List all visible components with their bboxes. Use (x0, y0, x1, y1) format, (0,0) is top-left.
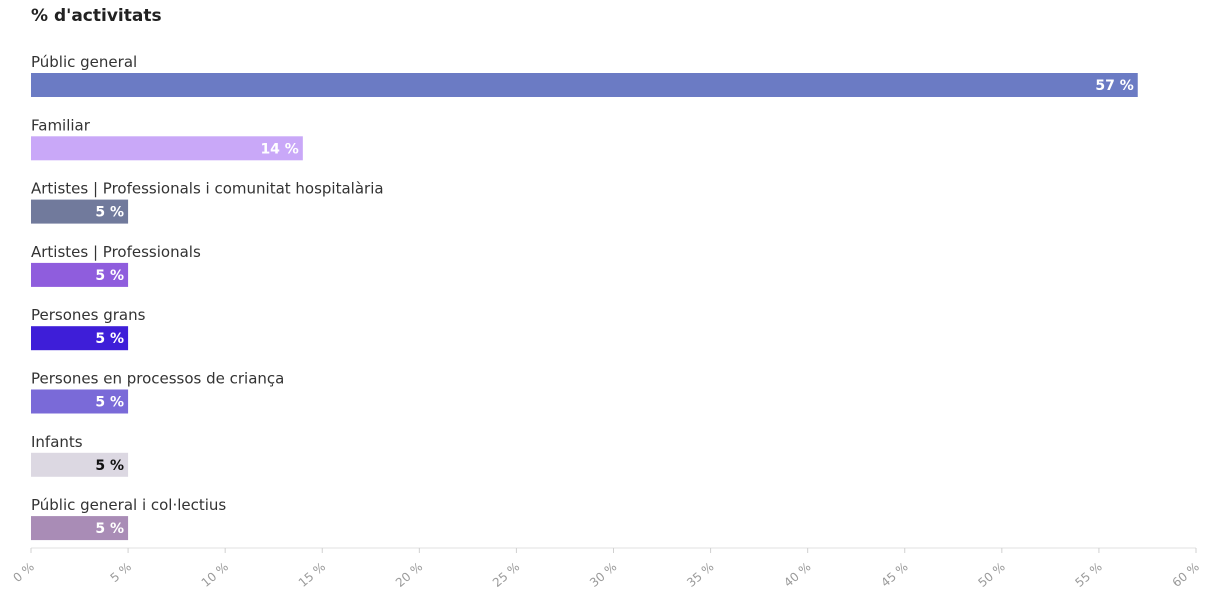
x-tick-label: 10 % (199, 560, 231, 590)
category-label: Persones en processos de criança (31, 370, 284, 388)
value-label: 57 % (1095, 78, 1133, 94)
x-tick-label: 45 % (878, 560, 910, 590)
category-label: Infants (31, 433, 83, 451)
value-label: 5 % (95, 205, 124, 221)
bar (31, 516, 129, 541)
value-label: 14 % (260, 141, 298, 157)
category-label: Artistes | Professionals i comunitat hos… (31, 180, 384, 198)
bar (31, 262, 129, 287)
x-tick-label: 25 % (490, 560, 522, 590)
x-tick-label: 20 % (393, 560, 425, 590)
bar (31, 73, 1138, 97)
chart-title: % d'activitats (31, 6, 162, 26)
x-tick-label: 40 % (781, 560, 813, 590)
x-tick-label: 0 % (10, 560, 37, 585)
category-label: Persones grans (31, 306, 146, 324)
category-label: Públic general i col·lectius (31, 496, 226, 514)
category-label: Familiar (31, 116, 91, 134)
x-tick-label: 60 % (1170, 560, 1202, 590)
x-tick-label: 35 % (684, 560, 716, 590)
x-tick-label: 5 % (108, 560, 135, 585)
x-tick-label: 30 % (587, 560, 619, 590)
x-tick-label: 15 % (296, 560, 328, 590)
bar (31, 199, 129, 224)
bar (31, 326, 129, 351)
x-tick-label: 50 % (975, 560, 1007, 590)
value-label: 5 % (95, 268, 124, 284)
bar (31, 136, 303, 161)
value-label: 5 % (95, 521, 124, 537)
bar (31, 389, 129, 414)
value-label: 5 % (95, 331, 124, 347)
category-label: Públic general (31, 53, 137, 71)
category-label: Artistes | Professionals (31, 243, 201, 261)
value-label: 5 % (95, 395, 124, 411)
x-tick-label: 55 % (1072, 560, 1104, 590)
value-label: 5 % (95, 458, 124, 474)
bar (31, 452, 129, 477)
